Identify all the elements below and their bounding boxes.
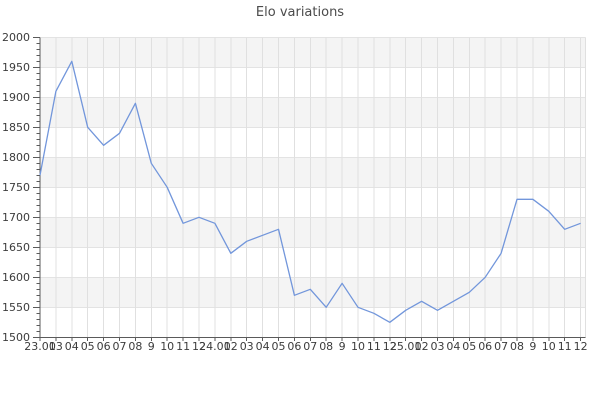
x-tick-label: 08 <box>510 340 524 353</box>
x-tick-label: 9 <box>339 340 346 353</box>
x-tick-label: 07 <box>494 340 508 353</box>
x-tick-label: 23.01 <box>24 340 56 353</box>
x-tick-label: 12 <box>192 340 206 353</box>
plot-band <box>40 37 586 68</box>
x-tick-label: 10 <box>351 340 365 353</box>
chart-title: Elo variations <box>255 5 345 20</box>
grid-horizontal <box>40 36 586 338</box>
x-tick-label: 25.01 <box>390 340 422 353</box>
x-tick-label: 03 <box>240 340 254 353</box>
x-tick-label: 07 <box>113 340 127 353</box>
elo-series <box>39 60 581 323</box>
x-tick-label: 07 <box>303 340 317 353</box>
x-tick-label: 08 <box>128 340 142 353</box>
y-tick-label: 1900 <box>2 91 30 104</box>
y-tick-label: 1750 <box>2 181 30 194</box>
x-tick-label: 04 <box>446 340 460 353</box>
y-tick-label: 1850 <box>2 121 30 134</box>
y-tick-label: 1550 <box>2 301 30 314</box>
x-tick-label: 05 <box>272 340 286 353</box>
x-tick-label: 02 <box>415 340 429 353</box>
plot-band <box>40 217 586 248</box>
x-tick-label: 03 <box>431 340 445 353</box>
y-axis-ticks <box>33 36 40 338</box>
x-tick-label: 11 <box>558 340 572 353</box>
y-tick-label: 2000 <box>2 31 30 44</box>
x-tick-label: 24.01 <box>199 340 231 353</box>
y-tick-label: 1650 <box>2 241 30 254</box>
x-axis-ticks <box>39 337 582 341</box>
x-tick-label: 10 <box>542 340 556 353</box>
elo-series-line <box>39 60 581 323</box>
plot-bands <box>40 37 586 308</box>
x-tick-label: 06 <box>97 340 111 353</box>
x-tick-label: 06 <box>478 340 492 353</box>
x-tick-label: 06 <box>287 340 301 353</box>
x-tick-label: 05 <box>462 340 476 353</box>
y-tick-label: 1950 <box>2 61 30 74</box>
x-tick-label: 11 <box>367 340 381 353</box>
x-tick-label: 04 <box>256 340 270 353</box>
x-tick-label: 9 <box>529 340 536 353</box>
x-tick-label: 03 <box>49 340 63 353</box>
grid-vertical <box>55 37 587 338</box>
x-tick-label: 12 <box>574 340 588 353</box>
y-tick-label: 1700 <box>2 211 30 224</box>
y-tick-label: 1800 <box>2 151 30 164</box>
y-tick-labels: 2000 1950 1900 1850 1800 1750 1700 1650 1600 1550… <box>2 31 30 344</box>
y-tick-label: 1500 <box>2 331 30 344</box>
x-tick-label: 02 <box>224 340 238 353</box>
plot-band <box>40 97 586 128</box>
y-tick-label: 1600 <box>2 271 30 284</box>
x-tick-label: 04 <box>65 340 79 353</box>
plot-band <box>40 157 586 188</box>
x-tick-label: 10 <box>160 340 174 353</box>
x-tick-label: 05 <box>81 340 95 353</box>
x-tick-label: 11 <box>176 340 190 353</box>
x-tick-label: 9 <box>148 340 155 353</box>
x-tick-label: 08 <box>319 340 333 353</box>
x-tick-label: 12 <box>383 340 397 353</box>
